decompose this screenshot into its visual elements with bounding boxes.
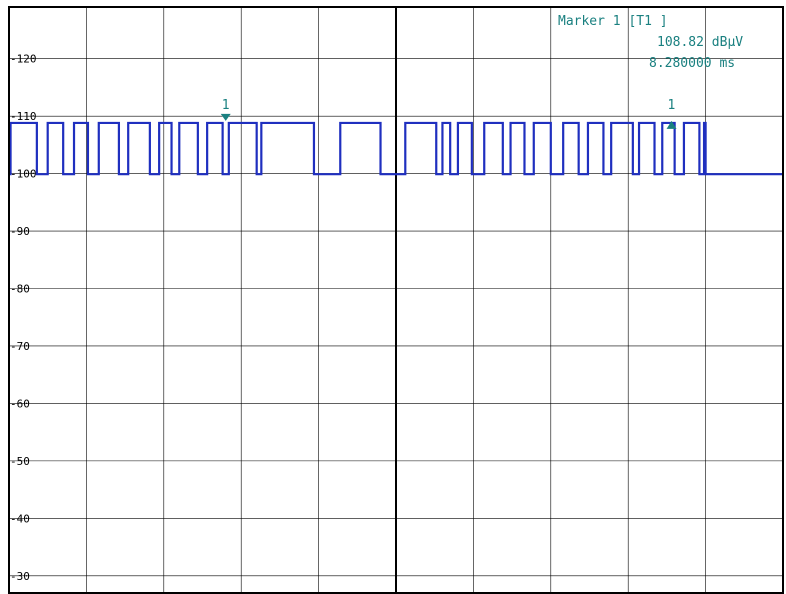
grid — [9, 7, 783, 593]
y-tick-label: -120 — [10, 53, 37, 66]
marker-info-time: 8.280000 ms — [649, 56, 735, 71]
marker-info-box: Marker 1 [T1 ] 108.82 dBµV 8.280000 ms — [558, 14, 743, 71]
y-tick-label: -80 — [10, 283, 30, 296]
y-tick-label: -30 — [10, 570, 30, 583]
marker-label: 1 — [668, 98, 676, 113]
y-tick-labels: -120 -110 -100 -90 -80 -70 -60 -50 -40 -30 — [10, 53, 37, 583]
marker-info-title: Marker 1 [T1 ] — [558, 14, 668, 29]
y-tick-label: -50 — [10, 455, 30, 468]
y-tick-label: -90 — [10, 225, 30, 238]
y-tick-label: -40 — [10, 512, 30, 525]
marker-triangle-icon — [666, 120, 677, 129]
y-tick-label: -110 — [10, 110, 37, 123]
plot-frame — [8, 6, 784, 594]
y-tick-label: -100 — [10, 168, 37, 181]
marker-label: 1 — [222, 98, 230, 113]
y-tick-label: -60 — [10, 397, 30, 410]
trace-t1 — [9, 121, 783, 176]
marker-info-level: 108.82 dBµV — [657, 35, 743, 50]
y-tick-label: -70 — [10, 340, 30, 353]
marker-triangle-icon — [220, 113, 231, 121]
